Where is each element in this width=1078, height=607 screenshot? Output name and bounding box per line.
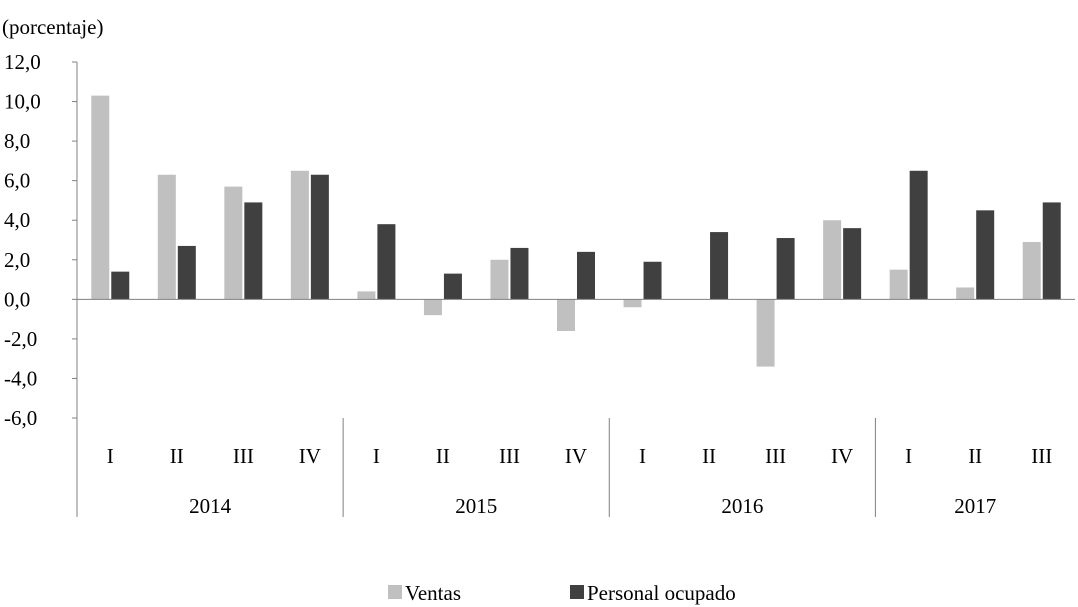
bar-personal-ocupado — [111, 271, 130, 300]
bar-ventas — [1022, 241, 1041, 300]
bar-ventas — [956, 287, 975, 300]
bar-personal-ocupado — [776, 238, 795, 300]
y-tick-label: 12,0 — [4, 50, 41, 74]
bar-ventas — [623, 299, 642, 308]
legend-label: Personal ocupado — [587, 581, 736, 605]
bar-personal-ocupado — [643, 261, 662, 300]
y-tick-label: 6,0 — [4, 169, 30, 193]
axes — [76, 62, 1075, 418]
y-tick-label: -6,0 — [4, 406, 37, 430]
x-tick-label-quarter: IV — [299, 444, 321, 468]
x-tick-label-quarter: IV — [831, 444, 853, 468]
x-tick-label-quarter: IV — [565, 444, 587, 468]
x-tick-label-quarter: I — [373, 444, 380, 468]
x-tick-label-quarter: III — [233, 444, 254, 468]
y-tick-label: 4,0 — [4, 208, 30, 232]
bar-personal-ocupado — [310, 174, 329, 300]
y-tick-label: 0,0 — [4, 287, 30, 311]
y-tick-label: 8,0 — [4, 129, 30, 153]
bar-ventas — [756, 299, 775, 367]
legend-swatch-personal-ocupado — [570, 585, 584, 599]
bar-personal-ocupado — [510, 247, 529, 300]
x-tick-label-quarter: II — [436, 444, 450, 468]
legend-swatch-ventas — [388, 585, 402, 599]
x-tick-label-quarter: I — [905, 444, 912, 468]
y-tick-label: -2,0 — [4, 327, 37, 351]
y-axis-ticks: 12,0 10,0 8,0 6,0 4,0 2,0 0,0 -2,0 -4,0 -6,0 — [4, 50, 77, 430]
x-tick-label-quarter: III — [765, 444, 786, 468]
x-tick-label-year: 2014 — [189, 494, 232, 518]
bar-personal-ocupado — [577, 251, 595, 300]
bar-personal-ocupado — [843, 228, 862, 300]
bar-ventas — [889, 269, 908, 300]
bar-personal-ocupado — [377, 224, 396, 300]
y-tick-label: 10,0 — [4, 90, 41, 114]
x-tick-label-quarter: II — [968, 444, 982, 468]
bar-ventas — [157, 174, 176, 300]
x-tick-label-quarter: II — [170, 444, 184, 468]
bar-ventas — [357, 291, 376, 300]
legend: Ventas Personal ocupado — [388, 581, 736, 605]
bar-personal-ocupado — [710, 232, 729, 300]
x-tick-label-year: 2017 — [954, 494, 996, 518]
x-tick-label-quarter: I — [107, 444, 114, 468]
x-tick-label-quarter: I — [639, 444, 646, 468]
bar-personal-ocupado — [177, 245, 196, 300]
bar-ventas — [557, 299, 575, 331]
x-tick-label-year: 2015 — [455, 494, 497, 518]
x-tick-label-quarter: III — [1031, 444, 1052, 468]
bar-ventas — [490, 259, 509, 300]
bar-ventas — [224, 186, 243, 300]
legend-label: Ventas — [405, 581, 461, 605]
bar-ventas — [823, 220, 842, 300]
y-tick-label: 2,0 — [4, 248, 30, 272]
bar-personal-ocupado — [909, 170, 928, 300]
x-tick-label-quarter: II — [702, 444, 716, 468]
x-tick-label-quarter: III — [499, 444, 520, 468]
bar-personal-ocupado — [1042, 202, 1061, 300]
bar-personal-ocupado — [244, 202, 263, 300]
bar-ventas — [423, 299, 442, 316]
bar-personal-ocupado — [443, 273, 462, 300]
bars — [91, 95, 1061, 367]
bar-ventas — [290, 170, 309, 300]
y-tick-label: -4,0 — [4, 366, 37, 390]
x-tick-label-year: 2016 — [721, 494, 763, 518]
bar-ventas — [91, 95, 110, 300]
y-axis-title: (porcentaje) — [2, 15, 103, 39]
bar-personal-ocupado — [976, 210, 995, 300]
